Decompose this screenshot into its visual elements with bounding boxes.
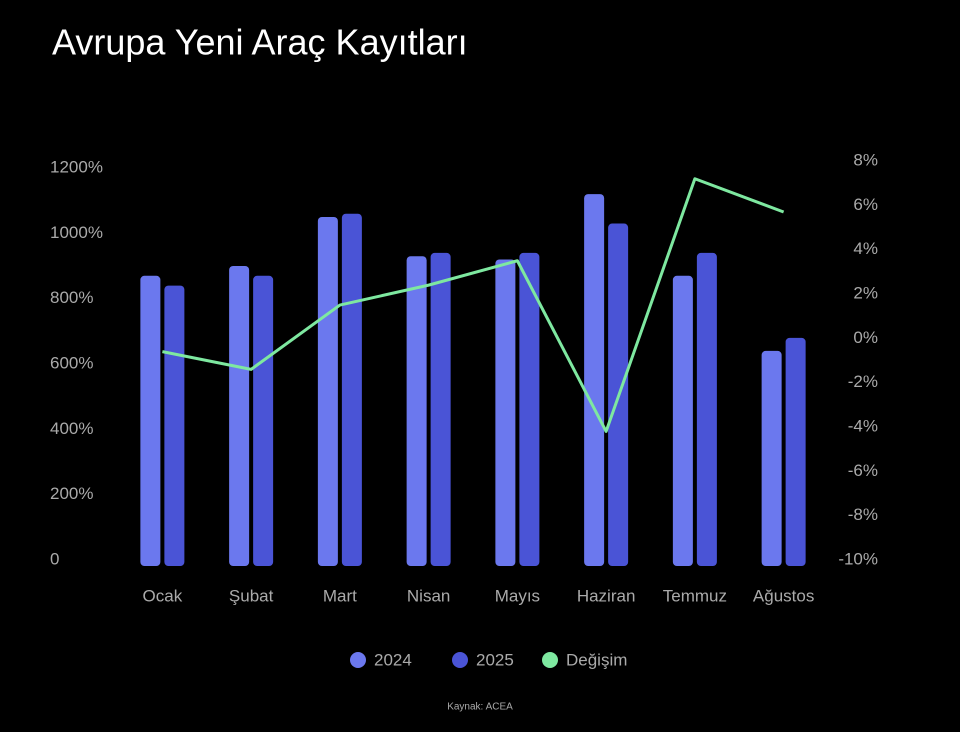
y-tick-label: 800% xyxy=(50,288,93,307)
y-tick-label: 600% xyxy=(50,353,93,372)
x-tick-label: Haziran xyxy=(577,586,636,605)
x-tick-label: Ağustos xyxy=(753,586,814,605)
bar xyxy=(164,285,185,566)
y-tick-label: 0 xyxy=(50,549,59,568)
bar xyxy=(140,275,161,566)
bar xyxy=(672,275,693,566)
line xyxy=(162,177,785,433)
x-tick-label: Mayıs xyxy=(495,586,540,605)
x-tick-label: Ocak xyxy=(143,586,183,605)
y-tick-label: 400% xyxy=(50,419,93,438)
y2-tick-label: 6% xyxy=(853,195,878,214)
legend-marker xyxy=(452,652,468,668)
bar xyxy=(584,194,605,566)
legend-marker xyxy=(542,652,558,668)
bar xyxy=(495,259,516,566)
x-tick-label: Nisan xyxy=(407,586,450,605)
legend-label: Değişim xyxy=(566,650,627,669)
y2-tick-label: -6% xyxy=(848,461,878,480)
y2-tick-label: -8% xyxy=(848,505,878,524)
bar xyxy=(696,252,717,566)
bar xyxy=(761,350,782,566)
y2-tick-label: -10% xyxy=(838,549,878,568)
source: Kaynak: ACEA xyxy=(447,702,513,713)
bar xyxy=(341,213,362,566)
x-tick-label: Şubat xyxy=(229,586,274,605)
x-tick-label: Temmuz xyxy=(663,586,727,605)
chart-title: Avrupa Yeni Araç Kayıtları xyxy=(52,22,468,63)
bar xyxy=(317,217,338,566)
y-tick-label: 200% xyxy=(50,484,93,503)
y-tick-label: 1200% xyxy=(50,157,103,176)
legend-label: 2024 xyxy=(374,650,412,669)
y2-tick-label: 0% xyxy=(853,328,878,347)
y2-tick-label: -4% xyxy=(848,416,878,435)
bar xyxy=(406,256,427,566)
x-tick-label: Mart xyxy=(323,586,357,605)
y-tick-label: 1000% xyxy=(50,223,103,242)
legend-marker xyxy=(350,652,366,668)
y2-tick-label: 8% xyxy=(853,150,878,169)
y2-tick-label: 4% xyxy=(853,239,878,258)
bar xyxy=(785,337,806,566)
bar xyxy=(519,252,540,566)
y2-tick-label: -2% xyxy=(848,372,878,391)
bar xyxy=(253,275,274,566)
y2-tick-label: 2% xyxy=(853,283,878,302)
bar xyxy=(430,252,451,566)
bar xyxy=(229,266,250,566)
legend-label: 2025 xyxy=(476,650,514,669)
